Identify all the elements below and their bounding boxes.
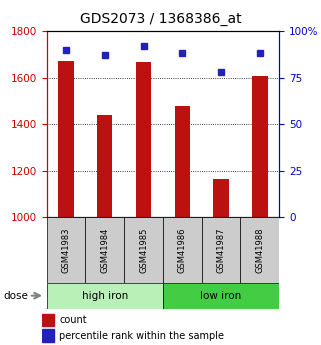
Bar [42,314,54,326]
Bar [252,77,268,217]
Text: high iron: high iron [82,291,128,301]
Text: GSM41986: GSM41986 [178,227,187,273]
Text: GSM41984: GSM41984 [100,227,109,273]
Text: GDS2073 / 1368386_at: GDS2073 / 1368386_at [80,12,241,26]
Bar [58,61,74,217]
Text: GSM41987: GSM41987 [217,227,226,273]
Text: GSM41988: GSM41988 [256,227,265,273]
Bar [85,217,124,283]
Text: dose: dose [3,291,28,301]
Bar [47,217,85,283]
Text: percentile rank within the sample: percentile rank within the sample [59,331,224,341]
Text: count: count [59,315,87,325]
Bar [47,283,163,309]
Bar [124,217,163,283]
Bar [136,62,151,217]
Bar [240,217,279,283]
Bar [97,115,112,217]
Bar [163,283,279,309]
Bar [175,106,190,217]
Bar [213,179,229,217]
Bar [42,329,54,342]
Text: GSM41985: GSM41985 [139,227,148,273]
Text: GSM41983: GSM41983 [61,227,70,273]
Bar [163,217,202,283]
Text: low iron: low iron [200,291,242,301]
Bar [202,217,240,283]
